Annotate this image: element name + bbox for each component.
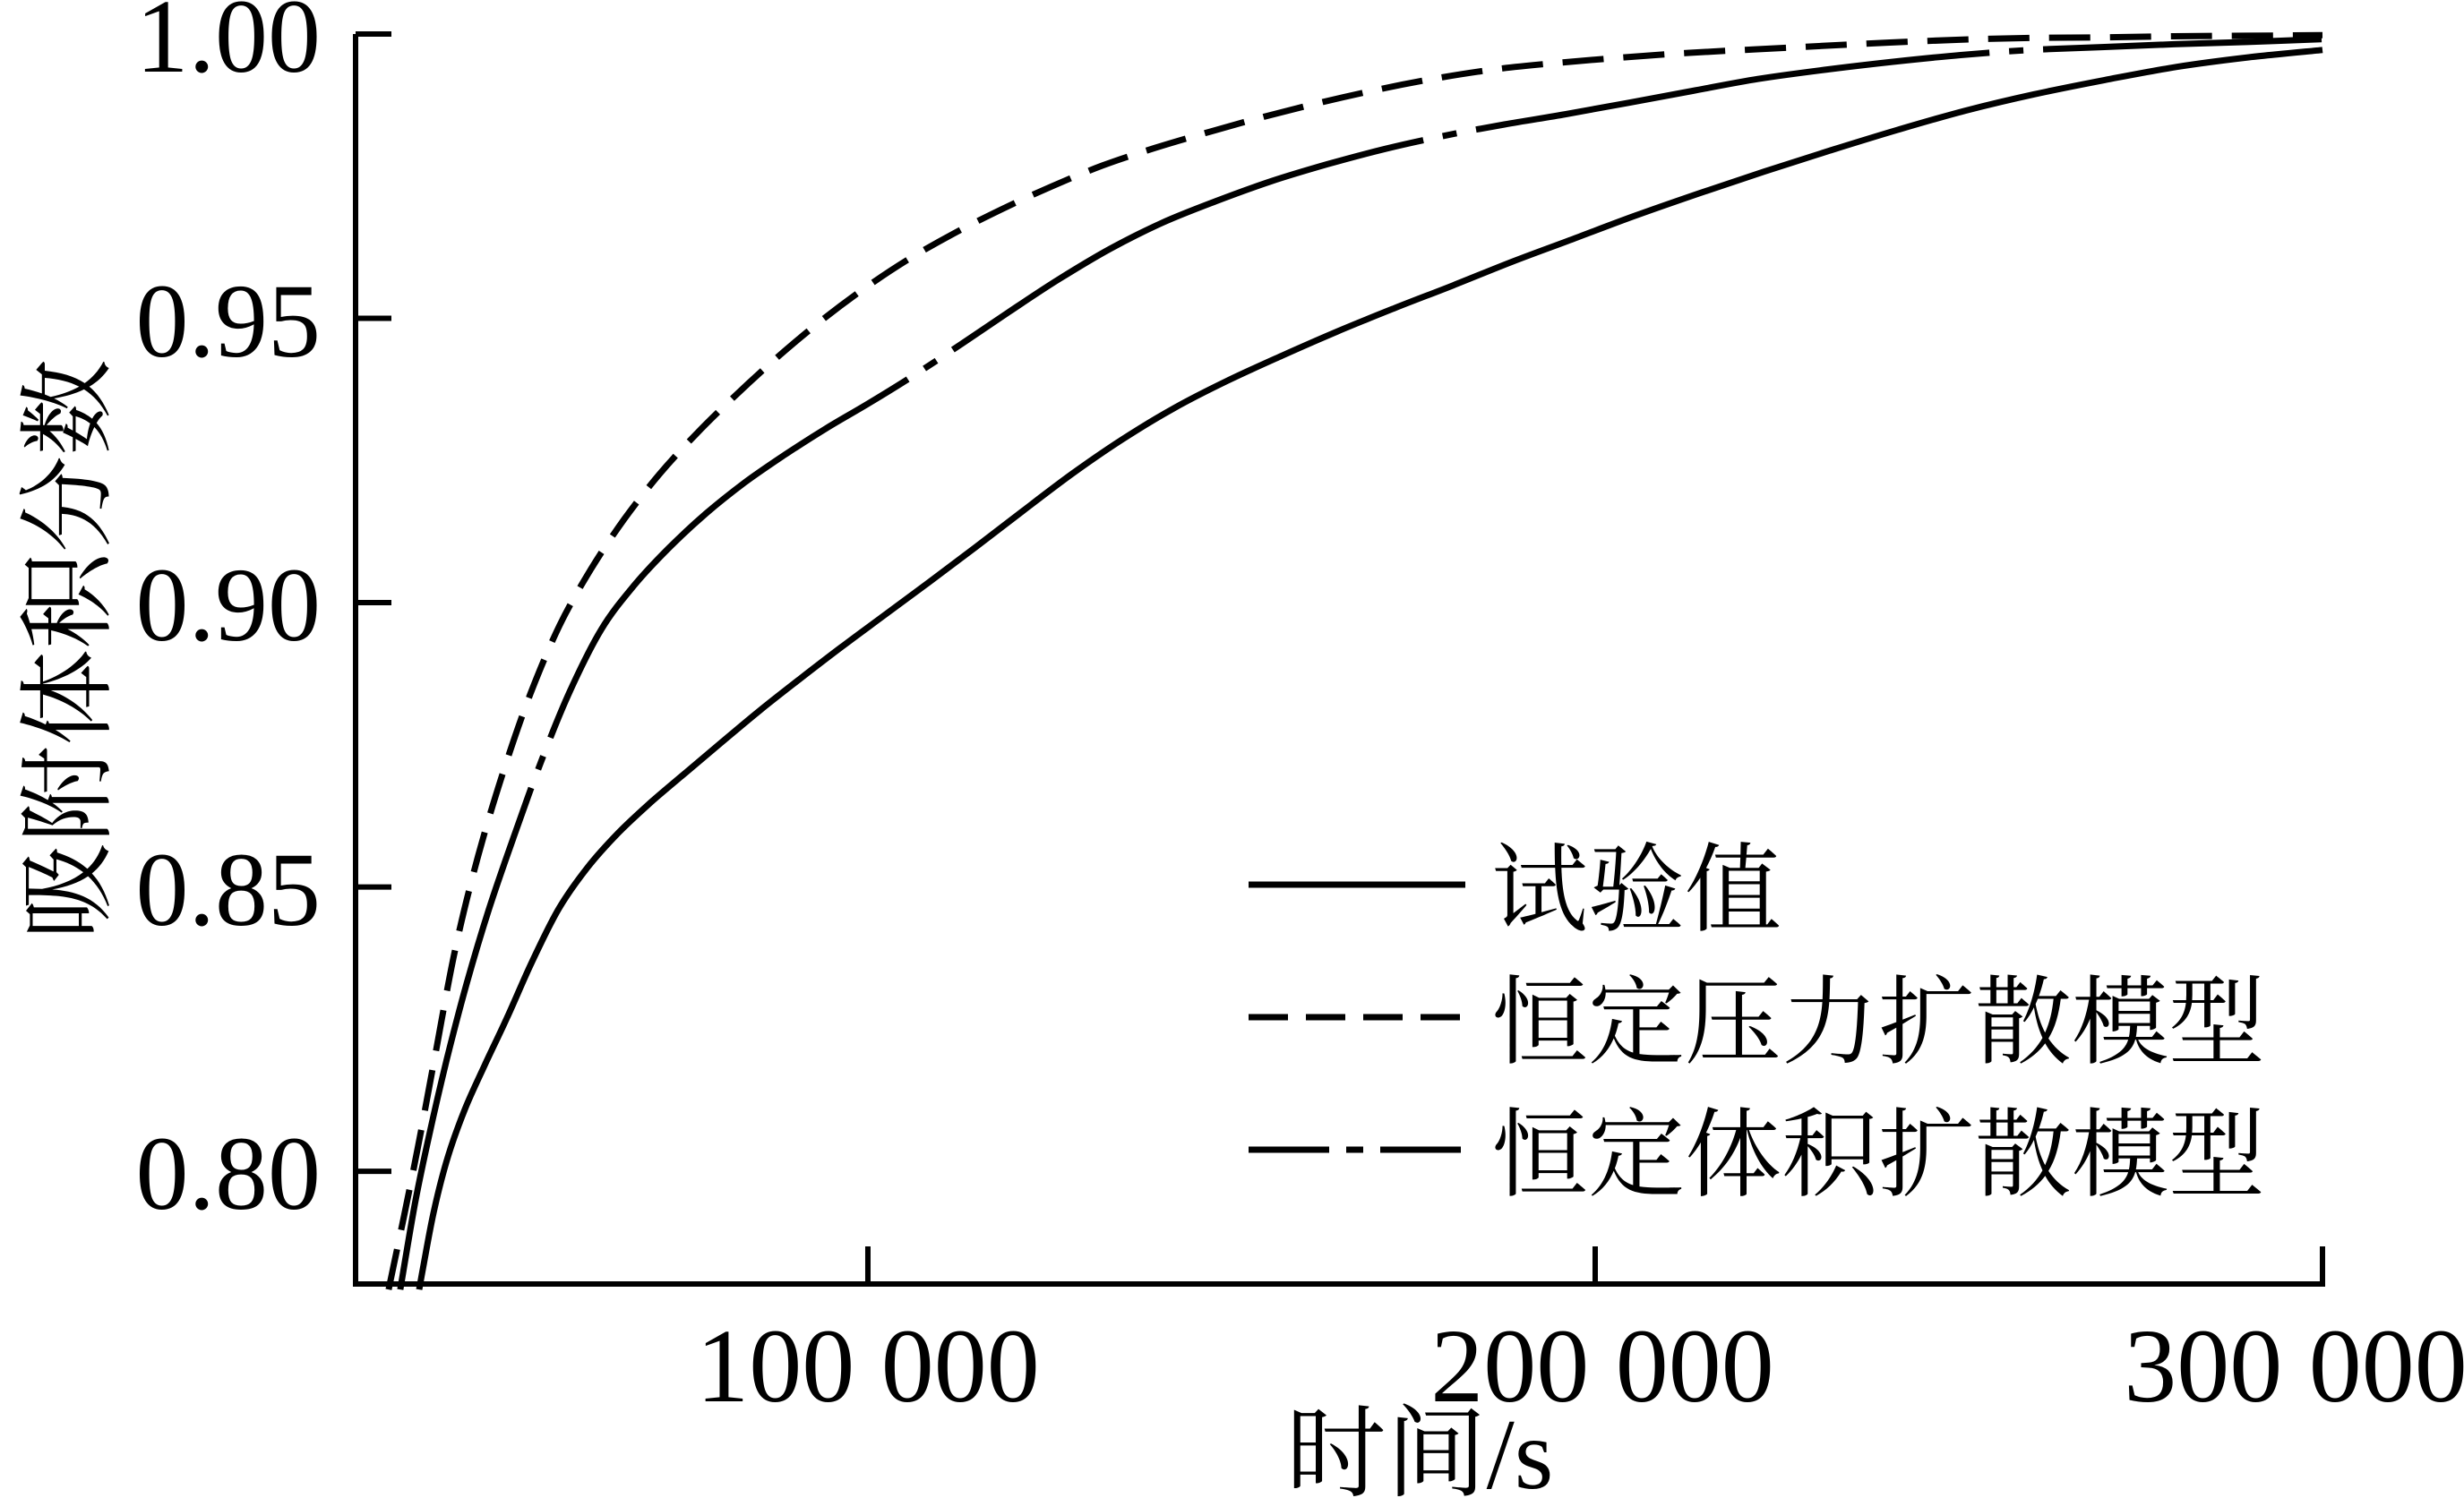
series-curve-dashdot [397,36,2322,1290]
y-tick-label: 1.00 [135,0,322,95]
x-tick-label: 200 000 [1430,1307,1774,1425]
y-tick-label: 0.85 [135,830,322,948]
x-axis-title: 时间/s [1285,1400,1554,1498]
legend-label: 恒定压力扩散模型 [1491,971,2266,1077]
y-axis-title: 吸附体积分数 [16,358,123,940]
series-curve-dashed [385,31,2323,1290]
legend-label: 试验值 [1491,838,1782,945]
axis-lines [353,34,2325,1287]
y-tick-label: 0.80 [135,1115,322,1233]
y-tick-label: 0.95 [135,261,322,380]
x-tick-label: 300 000 [2124,1307,2464,1425]
legend-label: 恒定体积扩散模型 [1491,1103,2266,1210]
series-curve-solid [416,47,2323,1290]
y-tick-label: 0.90 [135,546,322,664]
x-tick-label: 100 000 [696,1307,1040,1425]
